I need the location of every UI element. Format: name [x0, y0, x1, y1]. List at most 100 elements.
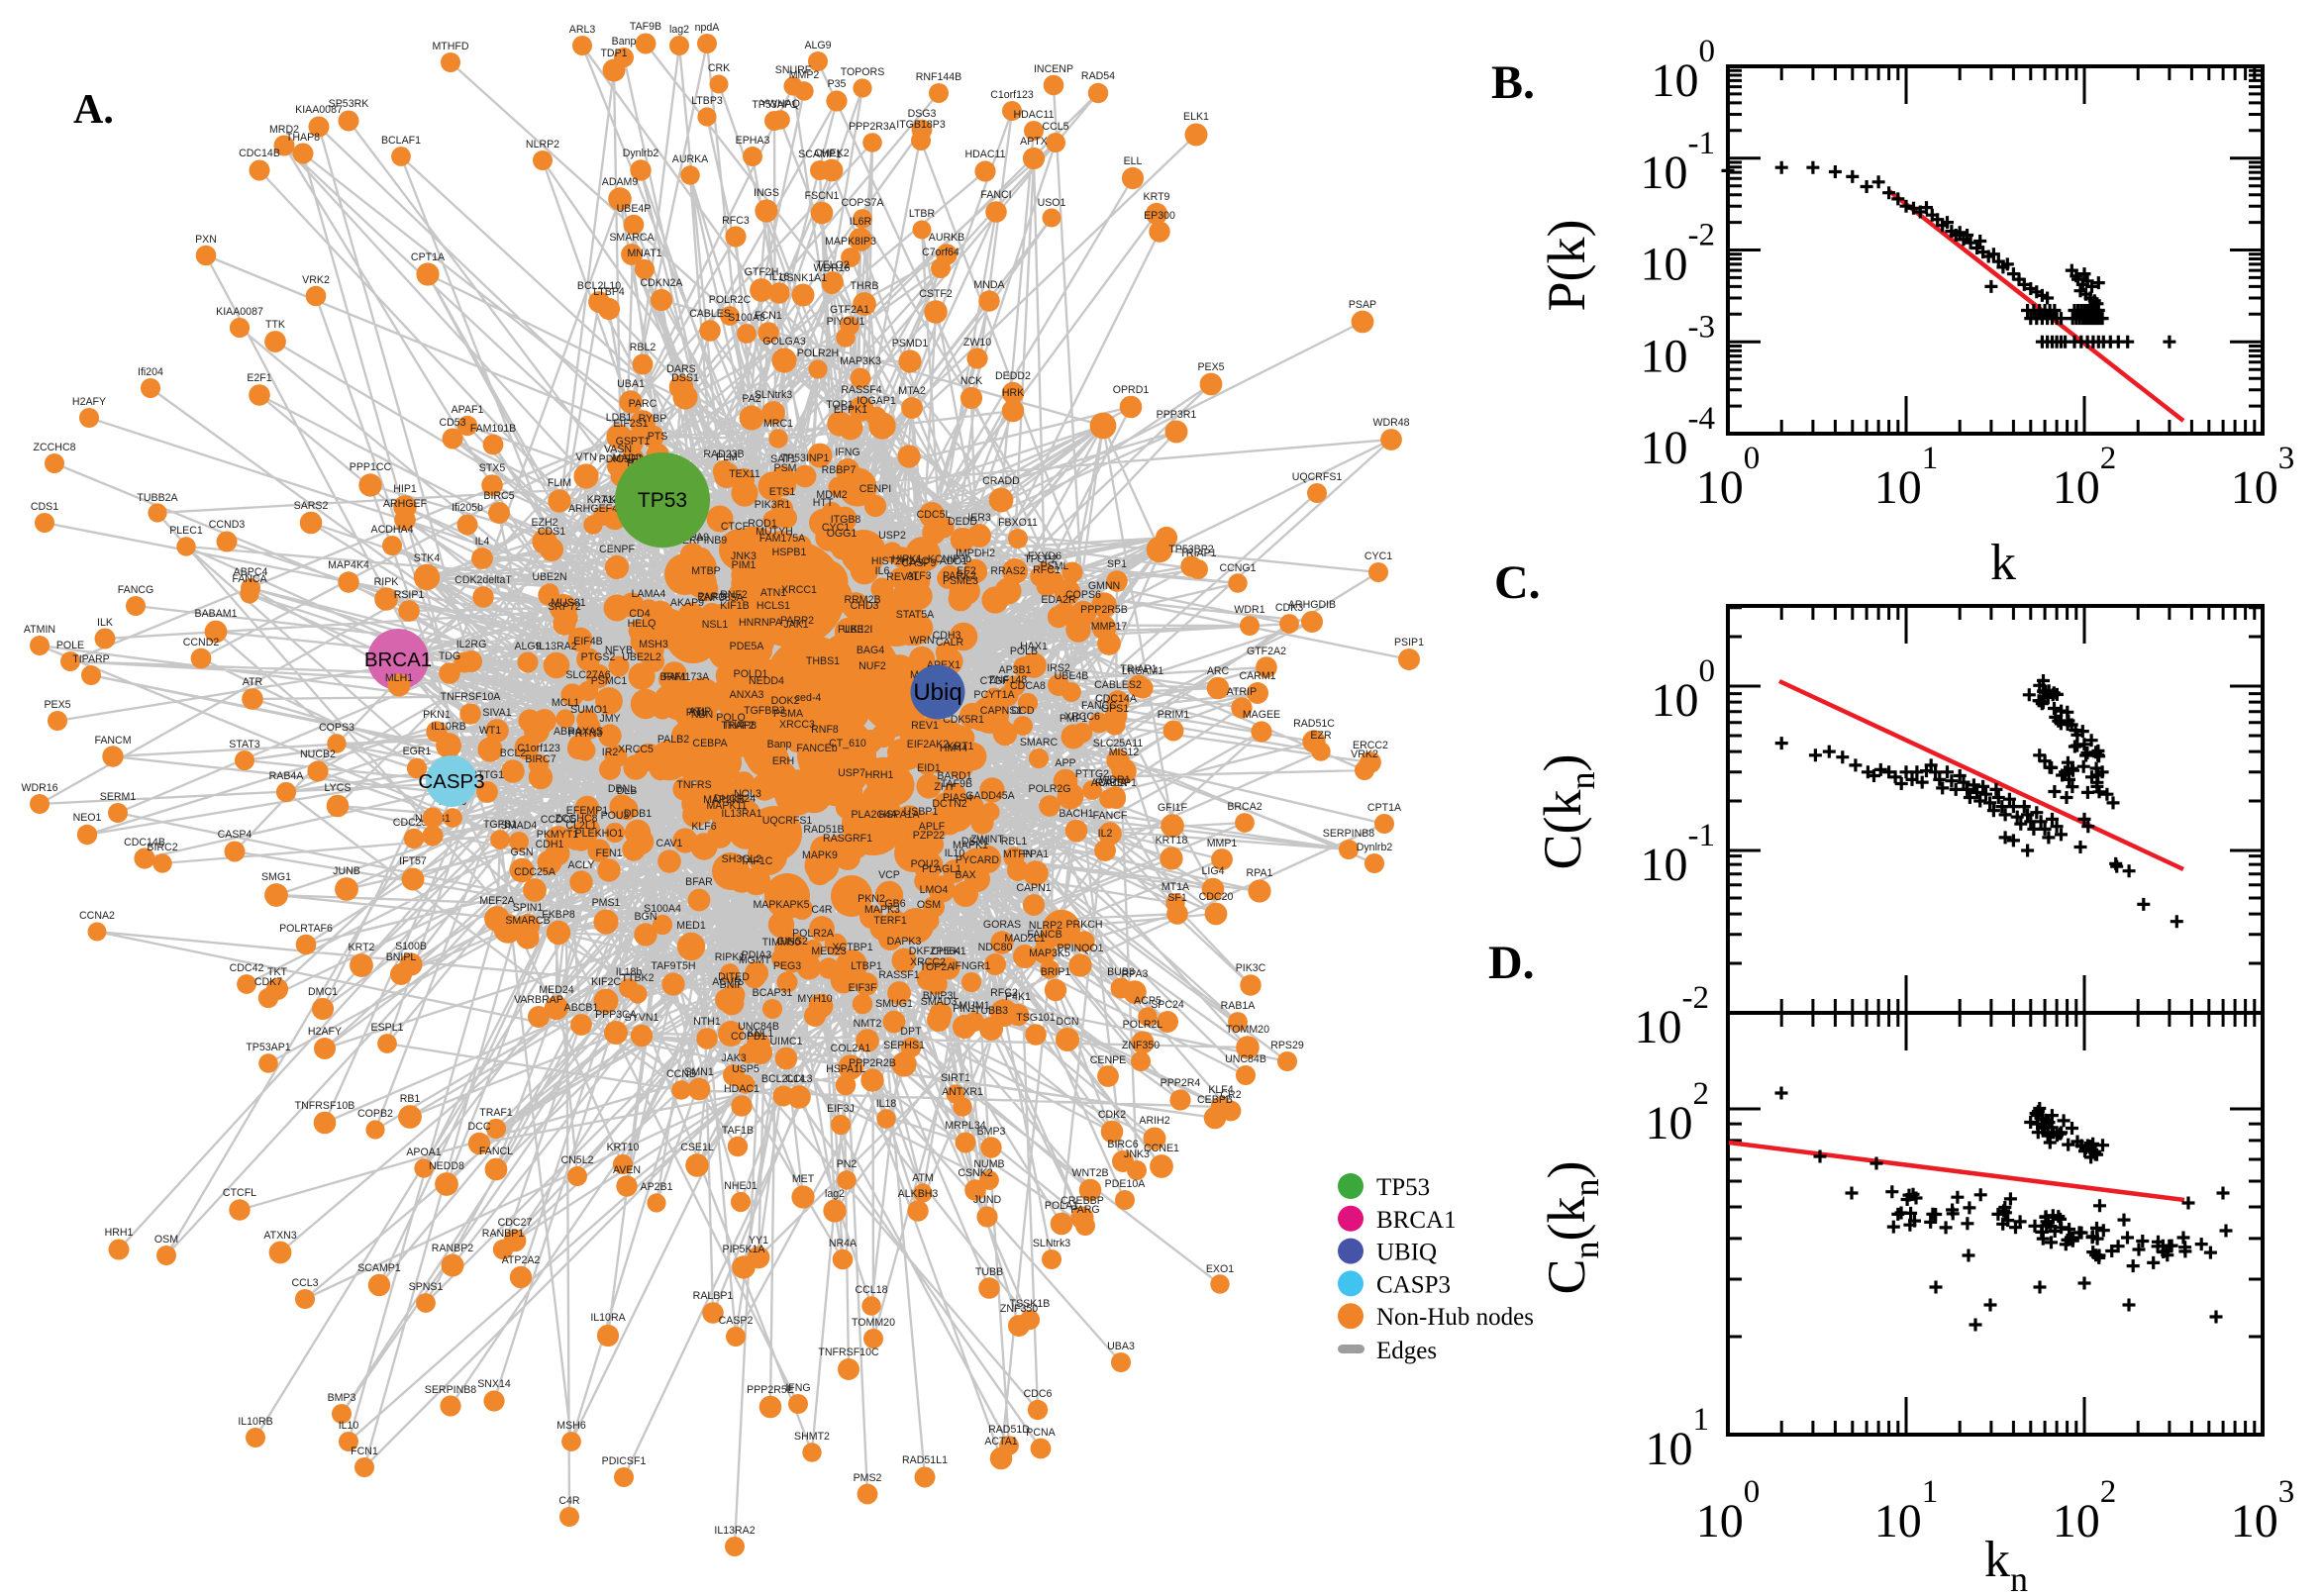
svg-text:TNFRSF10B: TNFRSF10B — [295, 1100, 355, 1112]
svg-text:FBXO11: FBXO11 — [998, 517, 1038, 529]
svg-text:CASP3: CASP3 — [418, 770, 484, 793]
svg-text:CL2L1: CL2L1 — [565, 820, 596, 832]
svg-text:NUMB: NUMB — [973, 1158, 1004, 1170]
svg-text:XRCC2: XRCC2 — [910, 956, 946, 968]
svg-text:BFAR: BFAR — [685, 876, 713, 888]
svg-text:RIPK1: RIPK1 — [715, 951, 746, 963]
svg-text:RSIP1: RSIP1 — [394, 589, 425, 601]
svg-text:UBE4B: UBE4B — [1055, 670, 1089, 682]
svg-text:Banp: Banp — [612, 36, 637, 48]
svg-text:RBBP7: RBBP7 — [822, 464, 857, 476]
svg-text:MAP2K6: MAP2K6 — [703, 794, 745, 806]
svg-text:FANCF: FANCF — [1093, 810, 1128, 822]
svg-text:APAF1: APAF1 — [452, 404, 484, 416]
svg-text:SNX14: SNX14 — [477, 1378, 511, 1390]
svg-text:TOMM20: TOMM20 — [852, 1317, 895, 1329]
svg-text:PDE10A: PDE10A — [1105, 1178, 1147, 1190]
svg-text:AP2B1: AP2B1 — [641, 1181, 673, 1193]
svg-text:PCYT1A: PCYT1A — [973, 689, 1015, 701]
svg-text:SPNS1: SPNS1 — [409, 1281, 444, 1293]
svg-text:TKT: TKT — [267, 966, 288, 978]
svg-text:SMARCB: SMARCB — [505, 915, 550, 927]
svg-text:PPP2R5E: PPP2R5E — [747, 1384, 794, 1396]
svg-text:KLF6: KLF6 — [691, 821, 716, 833]
svg-text:IL13RA1: IL13RA1 — [721, 808, 761, 820]
svg-text:ZHY: ZHY — [934, 781, 955, 793]
svg-text:CTCF: CTCF — [721, 521, 750, 533]
svg-text:CDC27: CDC27 — [498, 1217, 533, 1229]
svg-text:HIST2H2AC: HIST2H2AC — [871, 555, 930, 567]
svg-text:USP7: USP7 — [838, 767, 865, 779]
svg-text:LAMA4: LAMA4 — [632, 588, 666, 600]
svg-text:FSCN1: FSCN1 — [805, 190, 840, 202]
svg-text:IL4: IL4 — [475, 536, 490, 548]
svg-text:CHEK2: CHEK2 — [814, 148, 849, 159]
svg-text:BACH1: BACH1 — [1059, 808, 1093, 820]
svg-text:PKN1: PKN1 — [423, 709, 451, 721]
svg-text:THAP8: THAP8 — [723, 720, 757, 732]
svg-text:BNIPL: BNIPL — [386, 951, 417, 963]
svg-text:CCND3: CCND3 — [209, 519, 246, 531]
svg-text:USP2: USP2 — [878, 530, 906, 542]
svg-text:BMP3: BMP3 — [977, 1126, 1006, 1138]
svg-text:MRC1: MRC1 — [763, 418, 793, 430]
svg-text:BAG4: BAG4 — [857, 645, 884, 656]
svg-text:ERH: ERH — [772, 755, 794, 767]
svg-text:RYBP: RYBP — [639, 413, 667, 425]
svg-text:ACTA1: ACTA1 — [984, 1436, 1017, 1447]
svg-text:SNURF: SNURF — [775, 64, 812, 76]
svg-text:PRTN3: PRTN3 — [568, 728, 603, 740]
svg-text:PPA1: PPA1 — [1023, 848, 1049, 860]
svg-text:DBNL: DBNL — [608, 783, 636, 795]
svg-text:SMN1: SMN1 — [684, 1066, 714, 1078]
svg-text:RRM2B: RRM2B — [844, 594, 880, 606]
svg-text:BIRC5: BIRC5 — [483, 490, 514, 502]
svg-text:CASP2: CASP2 — [719, 1315, 754, 1327]
svg-text:FANCEb: FANCEb — [796, 743, 837, 754]
svg-text:EP300: EP300 — [1144, 210, 1175, 222]
svg-text:ARHGEF4: ARHGEF4 — [568, 503, 618, 515]
svg-text:LRSAM1: LRSAM1 — [1122, 665, 1163, 677]
svg-text:NLRP2: NLRP2 — [526, 139, 559, 150]
svg-text:JMY: JMY — [599, 713, 620, 725]
svg-text:MAGEE: MAGEE — [1243, 709, 1280, 721]
svg-text:IRS2: IRS2 — [1047, 662, 1070, 674]
svg-text:CTCFL: CTCFL — [223, 1187, 256, 1199]
svg-text:ATXN3: ATXN3 — [263, 1230, 296, 1242]
svg-text:AURKB: AURKB — [929, 232, 965, 244]
svg-text:BAX: BAX — [955, 869, 975, 881]
svg-text:GSPT1: GSPT1 — [616, 436, 651, 448]
svg-text:STAT5A: STAT5A — [896, 609, 935, 621]
svg-text:PPP2R3A: PPP2R3A — [849, 121, 897, 133]
svg-text:TP53AP1: TP53AP1 — [752, 99, 796, 111]
svg-text:SYVN1: SYVN1 — [625, 1012, 659, 1024]
svg-text:CCL3: CCL3 — [291, 1277, 318, 1289]
svg-text:ILK: ILK — [97, 617, 113, 629]
svg-text:ESPL1: ESPL1 — [371, 1022, 404, 1034]
svg-text:C(kn): C(kn) — [1533, 754, 1602, 870]
svg-text:VTN: VTN — [575, 451, 596, 463]
svg-text:NMT2: NMT2 — [854, 1018, 882, 1030]
svg-text:MYH10: MYH10 — [797, 993, 832, 1005]
svg-text:TERF1: TERF1 — [873, 915, 907, 927]
svg-text:CASP4: CASP4 — [218, 829, 252, 841]
svg-text:SEPHS1: SEPHS1 — [883, 1040, 925, 1051]
svg-text:POLR2L: POLR2L — [1123, 1019, 1163, 1031]
svg-text:TSSK1B: TSSK1B — [1010, 1298, 1051, 1310]
svg-text:HSPB1: HSPB1 — [772, 547, 807, 558]
svg-text:RALBP1: RALBP1 — [693, 1290, 734, 1302]
svg-text:KLF4: KLF4 — [1208, 1084, 1233, 1096]
svg-text:DITED: DITED — [718, 971, 750, 983]
svg-text:MRD2: MRD2 — [269, 124, 299, 136]
svg-text:PARC: PARC — [629, 398, 657, 410]
svg-text:XRCC6: XRCC6 — [1064, 711, 1100, 723]
svg-text:BRF1: BRF1 — [659, 671, 686, 683]
svg-text:k: k — [1990, 535, 2016, 591]
svg-text:PMF1: PMF1 — [1060, 713, 1087, 725]
svg-text:POLR2G: POLR2G — [1029, 783, 1071, 795]
svg-text:NUCB2: NUCB2 — [300, 748, 336, 760]
svg-text:PKN2: PKN2 — [858, 893, 885, 905]
svg-text:CDS1: CDS1 — [538, 526, 565, 538]
svg-text:CCL18: CCL18 — [856, 1284, 888, 1296]
svg-text:ACDHA4: ACDHA4 — [371, 524, 414, 536]
